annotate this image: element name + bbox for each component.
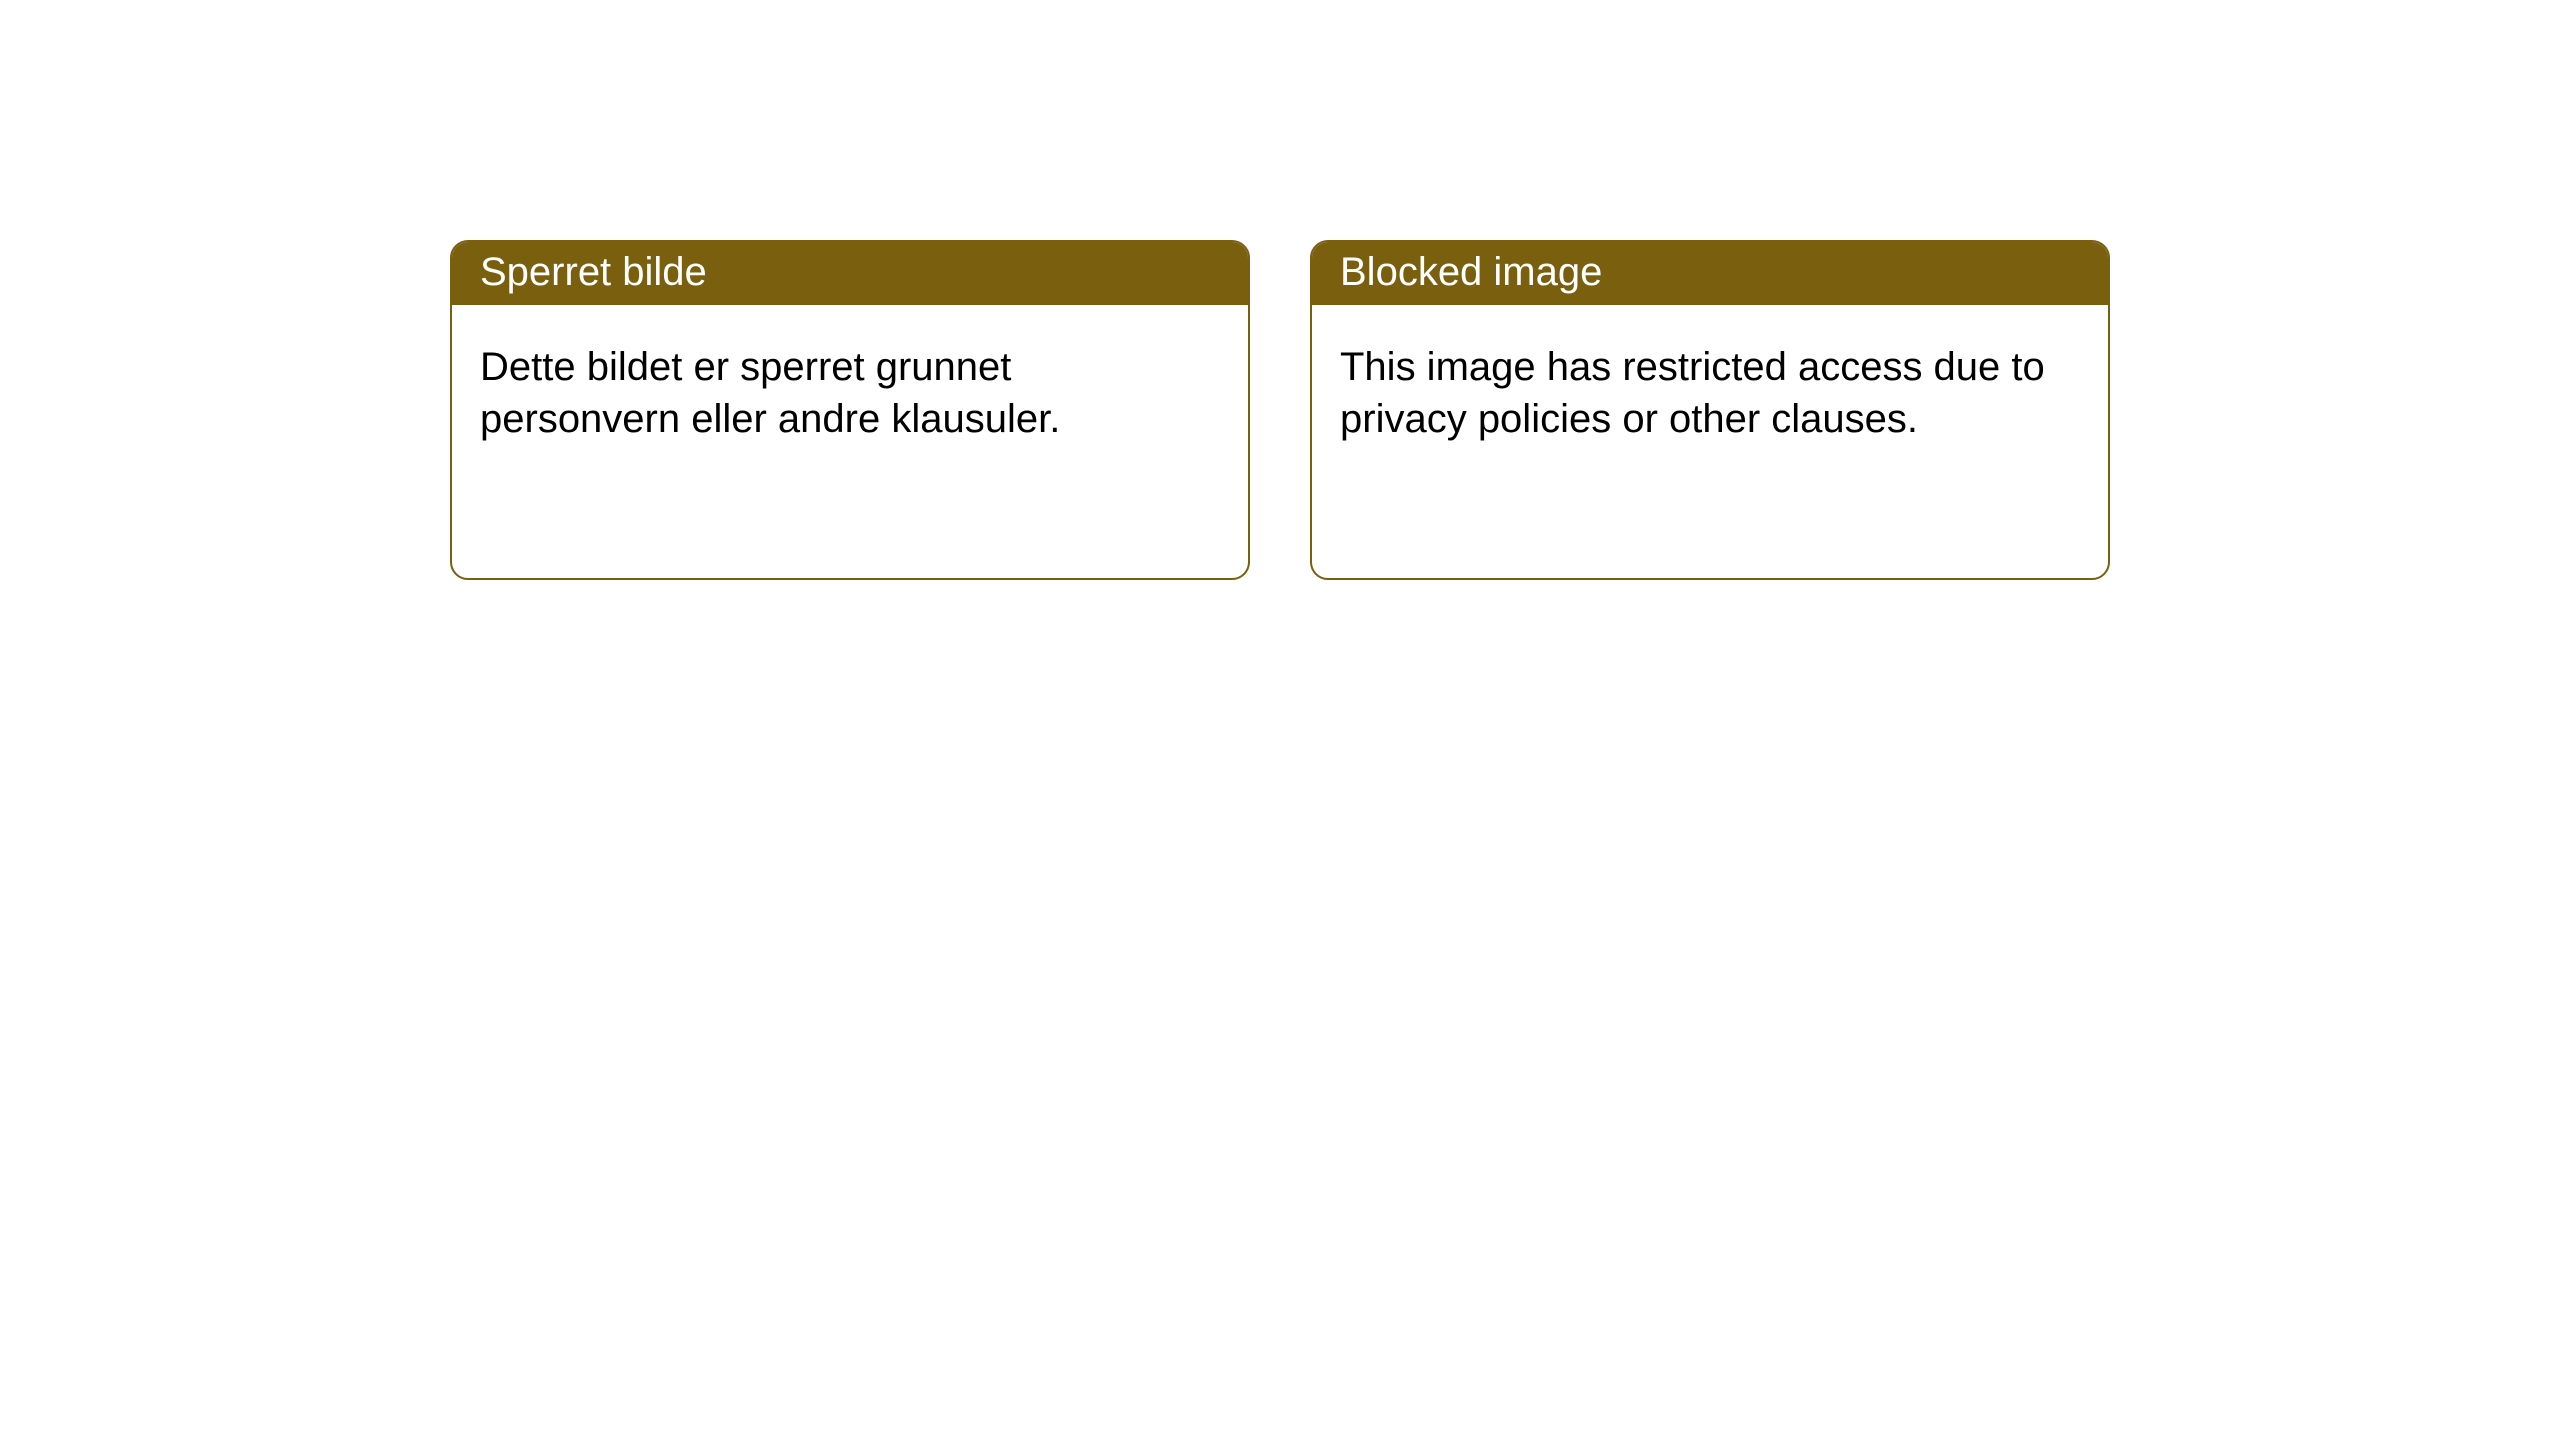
notice-box-norwegian: Sperret bilde Dette bildet er sperret gr… <box>450 240 1250 580</box>
notice-body: This image has restricted access due to … <box>1312 305 2108 481</box>
notice-header: Blocked image <box>1312 242 2108 305</box>
notice-header: Sperret bilde <box>452 242 1248 305</box>
notice-body: Dette bildet er sperret grunnet personve… <box>452 305 1248 481</box>
notice-box-english: Blocked image This image has restricted … <box>1310 240 2110 580</box>
notice-container: Sperret bilde Dette bildet er sperret gr… <box>0 0 2560 580</box>
